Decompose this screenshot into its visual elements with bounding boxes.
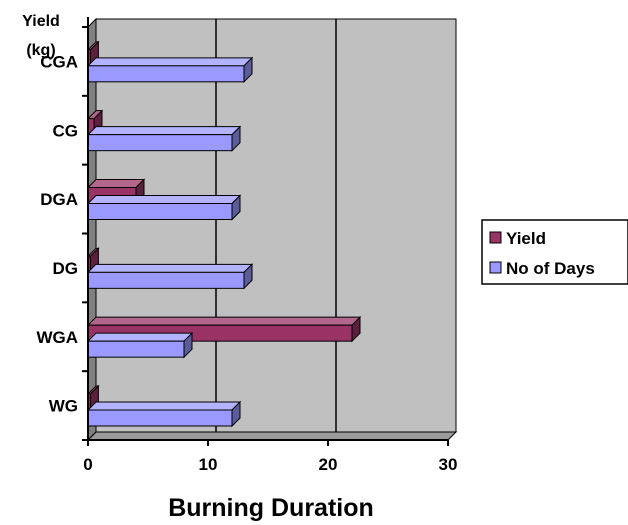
- category-labels: WG WGA DG DGA CG CGA: [36, 52, 78, 415]
- x-tick-label: 10: [199, 455, 218, 474]
- bar-top-face: [86, 57, 254, 67]
- bar-top-face: [86, 126, 242, 136]
- bar-front-face: [87, 340, 185, 358]
- plot-floor: [86, 431, 458, 441]
- bar-front-face: [87, 134, 233, 152]
- bar-top-face: [86, 316, 362, 326]
- bar-front-face: [87, 271, 245, 289]
- y-axis-label-line-1: Yield: [22, 13, 60, 30]
- bars: Yield WG: 0.2No of Days WG: 12Yield WGA:…: [86, 40, 362, 428]
- legend-swatch: [489, 231, 502, 244]
- bar-top-face: [86, 195, 242, 204]
- x-tick-label: 0: [83, 455, 92, 474]
- legend-label: Yield: [506, 229, 546, 248]
- x-tick-label: 30: [439, 455, 458, 474]
- legend-label: No of Days: [506, 259, 595, 278]
- x-axis-title: Burning Duration: [168, 494, 374, 522]
- legend-swatch: [489, 261, 502, 274]
- legend-box: [481, 219, 628, 285]
- bar-top-face: [86, 179, 146, 188]
- bar: No of Days WG: 12: [86, 400, 242, 428]
- bar-top-face: [86, 332, 194, 342]
- axis-lines: [82, 17, 449, 446]
- gridlines: [215, 19, 337, 432]
- bar-top-face: [86, 401, 242, 411]
- bar: No of Days CG: 12: [86, 125, 242, 152]
- x-tick-labels: 0 10 20 30: [83, 455, 457, 474]
- bar-front-face: [87, 203, 233, 220]
- bar-top-face: [86, 263, 254, 273]
- category-label: DGA: [40, 190, 78, 209]
- bar: No of Days WGA: 8: [86, 331, 194, 359]
- bar-front-face: [87, 409, 233, 427]
- y-axis-label-line-2: (kg): [26, 42, 55, 59]
- legend: Yield No of Days: [481, 219, 628, 285]
- bar: No of Days CGA: 13: [86, 56, 254, 84]
- category-label: CG: [53, 121, 79, 140]
- category-label: DG: [53, 259, 79, 278]
- x-tick-label: 20: [319, 455, 338, 474]
- bar: No of Days DGA: 12: [86, 194, 242, 221]
- bar-front-face: [87, 65, 245, 83]
- category-label: WG: [49, 397, 78, 416]
- category-label: CGA: [40, 52, 78, 71]
- bar: No of Days DG: 13: [86, 263, 254, 290]
- category-label: WGA: [36, 328, 78, 347]
